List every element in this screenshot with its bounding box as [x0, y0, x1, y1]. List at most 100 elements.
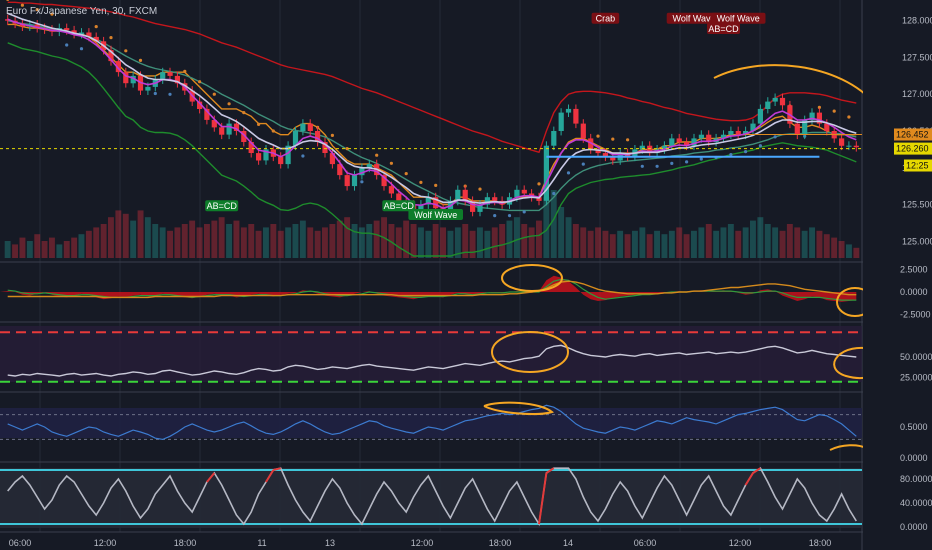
candle-body — [93, 36, 99, 42]
volume-bar — [336, 220, 343, 258]
trailing-stop-dot — [611, 137, 615, 141]
annotation-ellipse-osc2-a — [491, 331, 569, 373]
trailing-stop-dot — [138, 58, 143, 63]
volume-bar — [240, 227, 247, 258]
time-axis[interactable]: 06:00 12:00 18:00 11 13 12:00 18:00 14 06:00 12:0… — [9, 538, 832, 548]
volume-bar — [786, 224, 793, 258]
candle-body — [816, 112, 822, 124]
price-badge-bg — [894, 142, 932, 155]
trailing-stop-dot — [183, 69, 187, 73]
candle-body — [743, 131, 749, 135]
trailing-stop-dot — [537, 182, 541, 186]
volume-bar — [602, 230, 609, 258]
volume-bar — [698, 227, 705, 258]
candle-body — [661, 145, 668, 150]
volume-bar — [639, 227, 646, 258]
pane-backgrounds — [0, 326, 862, 528]
trailing-stop-dot — [493, 214, 497, 218]
trailing-stop-dot — [566, 171, 571, 175]
osc4-tick-label: 0.0000 — [900, 522, 928, 532]
osc4-highlight-segment — [545, 467, 555, 474]
volume-bar — [816, 230, 823, 258]
volume-bar — [56, 244, 63, 258]
candle-body — [588, 138, 594, 150]
candle-body — [396, 193, 402, 201]
volume-bar — [646, 234, 653, 258]
trailing-stop-dot — [242, 111, 246, 115]
trailing-stop-dot — [212, 92, 216, 96]
osc3-tick-label: 0.5000 — [900, 422, 928, 432]
osc4-highlight-segment — [273, 467, 281, 471]
volume-bar — [196, 227, 203, 258]
volume-bar — [122, 213, 129, 258]
volume-bar — [558, 207, 565, 258]
candle-body — [263, 149, 269, 161]
pattern-label-bg — [710, 12, 766, 24]
candle-body — [447, 200, 454, 216]
volume-bar — [617, 230, 624, 258]
volume-bar — [779, 230, 786, 258]
candle-body — [241, 131, 247, 142]
candle-body — [425, 197, 431, 205]
volume-bar — [49, 237, 55, 258]
volume-bar — [772, 227, 779, 258]
candle-body — [669, 138, 675, 146]
trailing-stop-dot — [773, 135, 777, 139]
volume-bar — [587, 230, 594, 258]
trailing-stop-dot — [655, 164, 659, 168]
trailing-stop-dot — [847, 115, 851, 119]
pattern-label-bg — [666, 12, 722, 24]
trailing-stop-dot — [6, 0, 10, 1]
volume-bar — [78, 234, 85, 258]
candle-body — [802, 120, 808, 135]
osc3-tick-label: 0.0000 — [900, 453, 928, 463]
price-tick-label: 128.000 — [902, 16, 932, 26]
volume-bar — [440, 227, 446, 258]
candle-body — [160, 72, 166, 80]
volume-bar — [373, 220, 380, 258]
candle-body — [462, 189, 468, 201]
candle-body — [204, 108, 210, 120]
candle-body — [366, 164, 372, 168]
volume-bar — [71, 237, 78, 258]
price-badge-bg — [894, 128, 932, 141]
candle-body — [226, 123, 232, 135]
trailing-stop-dot — [626, 138, 630, 142]
candle-body — [233, 123, 240, 131]
candle-body — [108, 50, 114, 62]
trailing-stop-dot — [434, 183, 438, 187]
volume-bar — [152, 224, 159, 258]
time-tick-label: 11 — [257, 538, 266, 548]
volume-bar — [366, 224, 373, 258]
volume-bar — [358, 227, 365, 258]
volume-bar — [329, 224, 336, 258]
moving-averages — [0, 12, 862, 210]
candle-body — [388, 186, 394, 194]
candlesticks[interactable] — [5, 14, 859, 220]
trailing-stop-dot — [640, 164, 644, 168]
volume-bar — [447, 230, 454, 258]
candle-body — [329, 153, 335, 165]
volume-bar — [609, 234, 616, 258]
candle-body — [285, 145, 291, 165]
pattern-label-bg — [382, 200, 416, 212]
volume-bar — [543, 196, 550, 258]
volume-bar — [34, 234, 41, 258]
volume-bar — [506, 220, 513, 258]
candle-body — [219, 127, 225, 135]
osc4-highlight-segment — [265, 469, 275, 483]
price-axis[interactable]: 128.000127.500127.000126.500126.000125.5… — [863, 0, 932, 550]
volume-bar — [580, 227, 587, 258]
candle-body — [720, 134, 727, 139]
oscillator-pane-3 — [0, 404, 862, 441]
volume-bar — [550, 190, 557, 258]
candle-body — [197, 101, 203, 109]
candle-body — [580, 123, 586, 139]
trailing-stop-dot — [79, 47, 84, 51]
trailing-stop-dot — [124, 49, 128, 53]
osc1-signal-green — [7, 278, 857, 301]
volume-bar — [668, 230, 675, 258]
volume-bar — [469, 230, 476, 258]
